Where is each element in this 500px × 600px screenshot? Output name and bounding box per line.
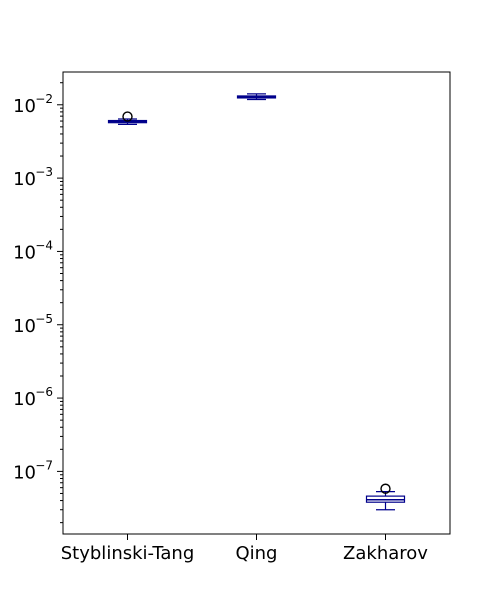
y-tick-label: 10 <box>13 389 36 410</box>
x-axis: Styblinski-Tang Qing Zakharov <box>61 534 428 564</box>
y-tick-exponent: −3 <box>35 165 53 179</box>
y-tick-base: 10 <box>13 169 36 190</box>
y-tick-base: 10 <box>13 316 36 337</box>
box-0 <box>107 111 148 126</box>
y-tick-base: 10 <box>13 96 36 117</box>
y-tick-exponent: −7 <box>35 458 53 472</box>
x-tick-label: Qing <box>235 543 277 564</box>
y-tick-label: 10 <box>13 316 36 337</box>
x-tick-label: Zakharov <box>343 543 428 564</box>
y-tick-exponent: −5 <box>35 312 53 326</box>
y-tick-label: 10 <box>13 169 36 190</box>
y-tick-label: 10 <box>13 242 36 263</box>
outlier-point <box>122 111 133 122</box>
y-tick-base: 10 <box>13 462 36 483</box>
y-tick-exponent: −4 <box>35 238 53 252</box>
outlier-point <box>380 483 391 494</box>
y-axis: 10−210−310−410−510−610−7 <box>13 82 63 524</box>
box-2 <box>365 483 406 511</box>
y-tick-label: 10 <box>13 96 36 117</box>
plot-area <box>62 71 451 535</box>
y-tick-base: 10 <box>13 389 36 410</box>
x-tick-label: Styblinski-Tang <box>61 543 195 564</box>
box-1 <box>236 93 277 101</box>
y-tick-exponent: −2 <box>35 92 53 106</box>
boxes <box>107 93 406 511</box>
y-tick-label: 10 <box>13 462 36 483</box>
y-tick-base: 10 <box>13 242 36 263</box>
y-tick-exponent: −6 <box>35 385 53 399</box>
